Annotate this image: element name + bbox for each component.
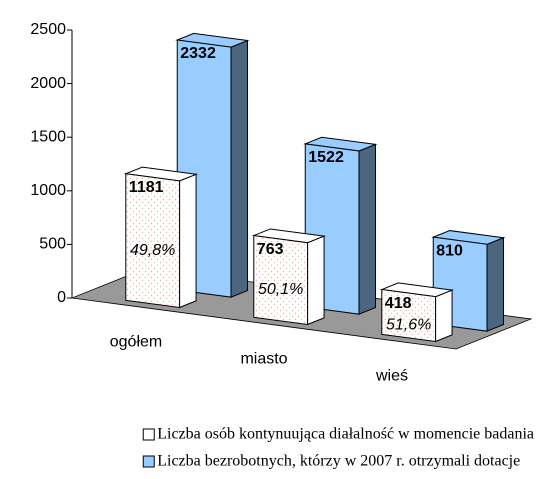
y-tick-label: 1500 — [30, 128, 66, 145]
bar-side — [307, 235, 325, 326]
y-tick-label: 0 — [57, 289, 66, 306]
bar — [125, 173, 181, 309]
percent-label: 51,6% — [386, 317, 431, 334]
value-label: 763 — [257, 241, 284, 258]
legend-label: Liczba bezrobotnych, którzy w 2007 r. ot… — [157, 453, 520, 470]
legend-swatch — [142, 455, 155, 468]
legend-label: Liczba osób kontynuująca diałalność w mo… — [157, 426, 534, 443]
bar-side — [358, 143, 377, 315]
y-tick-label: 2500 — [30, 21, 66, 38]
value-label: 810 — [436, 242, 463, 259]
value-label: 418 — [385, 295, 412, 312]
legend-swatch — [142, 428, 155, 441]
bar — [253, 234, 309, 326]
y-tick-label: 1000 — [30, 182, 66, 199]
bar-side — [179, 173, 197, 309]
bar-side — [230, 39, 249, 298]
y-tick-label: 500 — [39, 236, 66, 253]
percent-label: 50,1% — [258, 281, 303, 298]
value-label: 1181 — [129, 179, 164, 196]
x-tick-label: ogółem — [110, 334, 162, 351]
x-tick-label: wieś — [375, 368, 408, 385]
y-tick-label: 2000 — [30, 75, 66, 92]
bar — [381, 288, 437, 343]
bar-side — [435, 289, 453, 343]
bar-side — [486, 236, 505, 332]
percent-label: 49,8% — [130, 242, 175, 259]
value-label: 2332 — [180, 45, 216, 62]
value-label: 1522 — [308, 149, 344, 166]
x-tick-label: miasto — [240, 351, 287, 368]
